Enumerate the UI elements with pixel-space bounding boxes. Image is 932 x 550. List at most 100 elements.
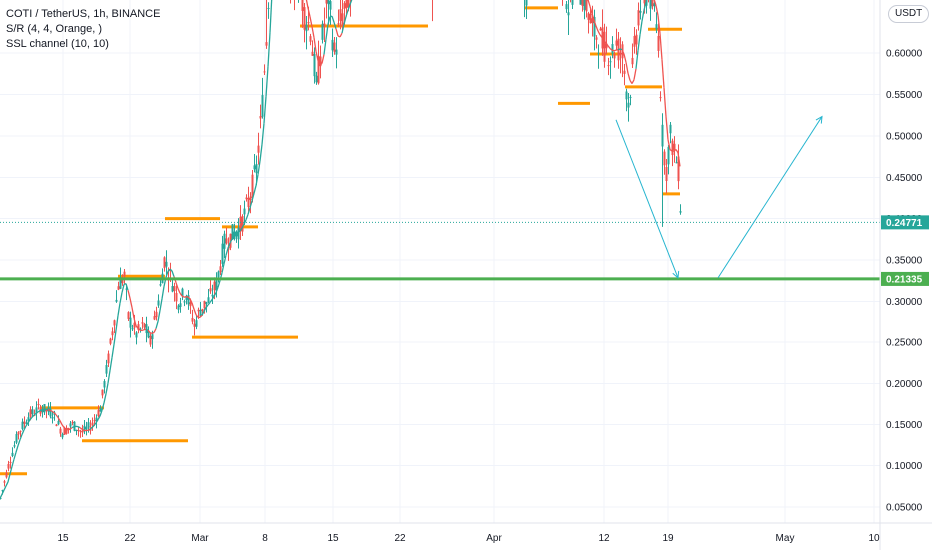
ssl-line (655, 5, 659, 16)
time-axis[interactable]: 15 22 Mar 8 15 22 Apr 12 19 May 10 (57, 533, 880, 544)
y-tick-label: 0.60000 (886, 49, 923, 60)
candle-body (43, 403, 46, 413)
ssl-line (591, 13, 595, 21)
ssl-line (103, 393, 107, 404)
ssl-line (595, 25, 599, 32)
x-tick-label: 19 (662, 533, 674, 544)
candle-body (37, 404, 40, 406)
ssl-line (137, 327, 141, 331)
ssl-line (613, 49, 617, 52)
candle-body (663, 151, 666, 166)
ssl-line (317, 60, 321, 66)
ssl-line (97, 415, 101, 421)
ssl-line (171, 270, 175, 277)
price-badge-label: 0.24771 (886, 218, 923, 229)
ssl-line (69, 427, 73, 430)
candle-body (343, 3, 346, 9)
candle-body (331, 39, 334, 51)
candle-body (131, 328, 134, 330)
candle-body (75, 429, 78, 432)
ssl-line (187, 296, 191, 300)
ssl-line (119, 292, 123, 304)
ssl-line (209, 299, 213, 303)
y-tick-label: 0.10000 (886, 461, 923, 472)
candle-body (153, 316, 156, 320)
ssl-line (321, 54, 325, 64)
ssl-line (259, 144, 263, 162)
candle-body (317, 55, 320, 84)
ssl-line (261, 123, 265, 145)
ssl-line (95, 419, 99, 424)
candle-body (65, 427, 68, 434)
ssl-line (307, 7, 311, 17)
ssl-line (7, 473, 11, 483)
candle-body (9, 461, 12, 464)
x-tick-label: 15 (57, 533, 69, 544)
ssl-line (169, 268, 173, 272)
ssl-line (607, 45, 611, 49)
candle-body (83, 425, 86, 432)
ssl-line (211, 296, 215, 301)
candle-body (659, 97, 662, 99)
ssl-line (233, 234, 237, 238)
candle-body (3, 481, 6, 483)
ssl-line (5, 481, 9, 487)
drawings[interactable] (615, 115, 823, 279)
candle-body (587, 13, 590, 20)
ssl-line (249, 200, 253, 209)
ssl-line (343, 16, 347, 25)
candle-body (111, 331, 114, 336)
candle-body (119, 277, 122, 289)
ssl-line (165, 271, 169, 278)
ssl-line (601, 37, 605, 41)
candle-body (77, 429, 80, 431)
candle-body (679, 211, 682, 213)
candle-body (149, 335, 152, 345)
ssl-line (199, 314, 203, 318)
y-tick-label: 0.05000 (886, 503, 923, 514)
candle-body (63, 427, 66, 435)
candle-body (653, 3, 656, 7)
ssl-line (57, 417, 61, 422)
ssl-line (313, 37, 317, 52)
ssl-line (35, 411, 39, 414)
indicator-ssl-label[interactable]: SSL channel (10, 10) (6, 38, 109, 50)
candle-body (337, 23, 340, 25)
candle-body (143, 323, 146, 328)
overlay-lines (0, 221, 880, 281)
x-tick-label: 22 (124, 533, 136, 544)
ssl-line (121, 284, 125, 293)
ssl-line (0, 494, 3, 499)
ssl-line (349, 0, 353, 5)
candle-body (141, 322, 144, 324)
candle-body (265, 42, 268, 46)
ssl-line (635, 50, 639, 69)
ssl-line (93, 422, 97, 426)
trend-arrow (717, 116, 823, 279)
ssl-line (189, 298, 193, 304)
ssl-line (201, 310, 205, 316)
candle-body (241, 216, 244, 232)
candle-body (179, 303, 182, 307)
candle-body (115, 299, 118, 302)
symbol-title[interactable]: COTI / TetherUS, 1h, BINANCE (6, 8, 161, 20)
ssl-line (661, 59, 665, 88)
ssl-line (159, 298, 163, 311)
ssl-line (587, 0, 591, 7)
candle-body (667, 146, 670, 165)
candle-body (307, 22, 310, 24)
candle-body (11, 452, 14, 457)
candle-body (81, 430, 84, 433)
y-tick-label: 0.15000 (886, 420, 923, 431)
indicator-sr-label[interactable]: S/R (4, 4, Orange, ) (6, 23, 102, 35)
currency-button[interactable]: USDT (888, 5, 930, 23)
ssl-line (611, 49, 615, 52)
x-tick-label: Apr (486, 533, 502, 544)
candle-body (631, 57, 634, 65)
ssl-line (1, 489, 5, 495)
x-tick-label: 15 (327, 533, 339, 544)
candle-body (15, 434, 18, 443)
x-tick-label: 8 (262, 533, 268, 544)
candle-body (525, 0, 528, 6)
